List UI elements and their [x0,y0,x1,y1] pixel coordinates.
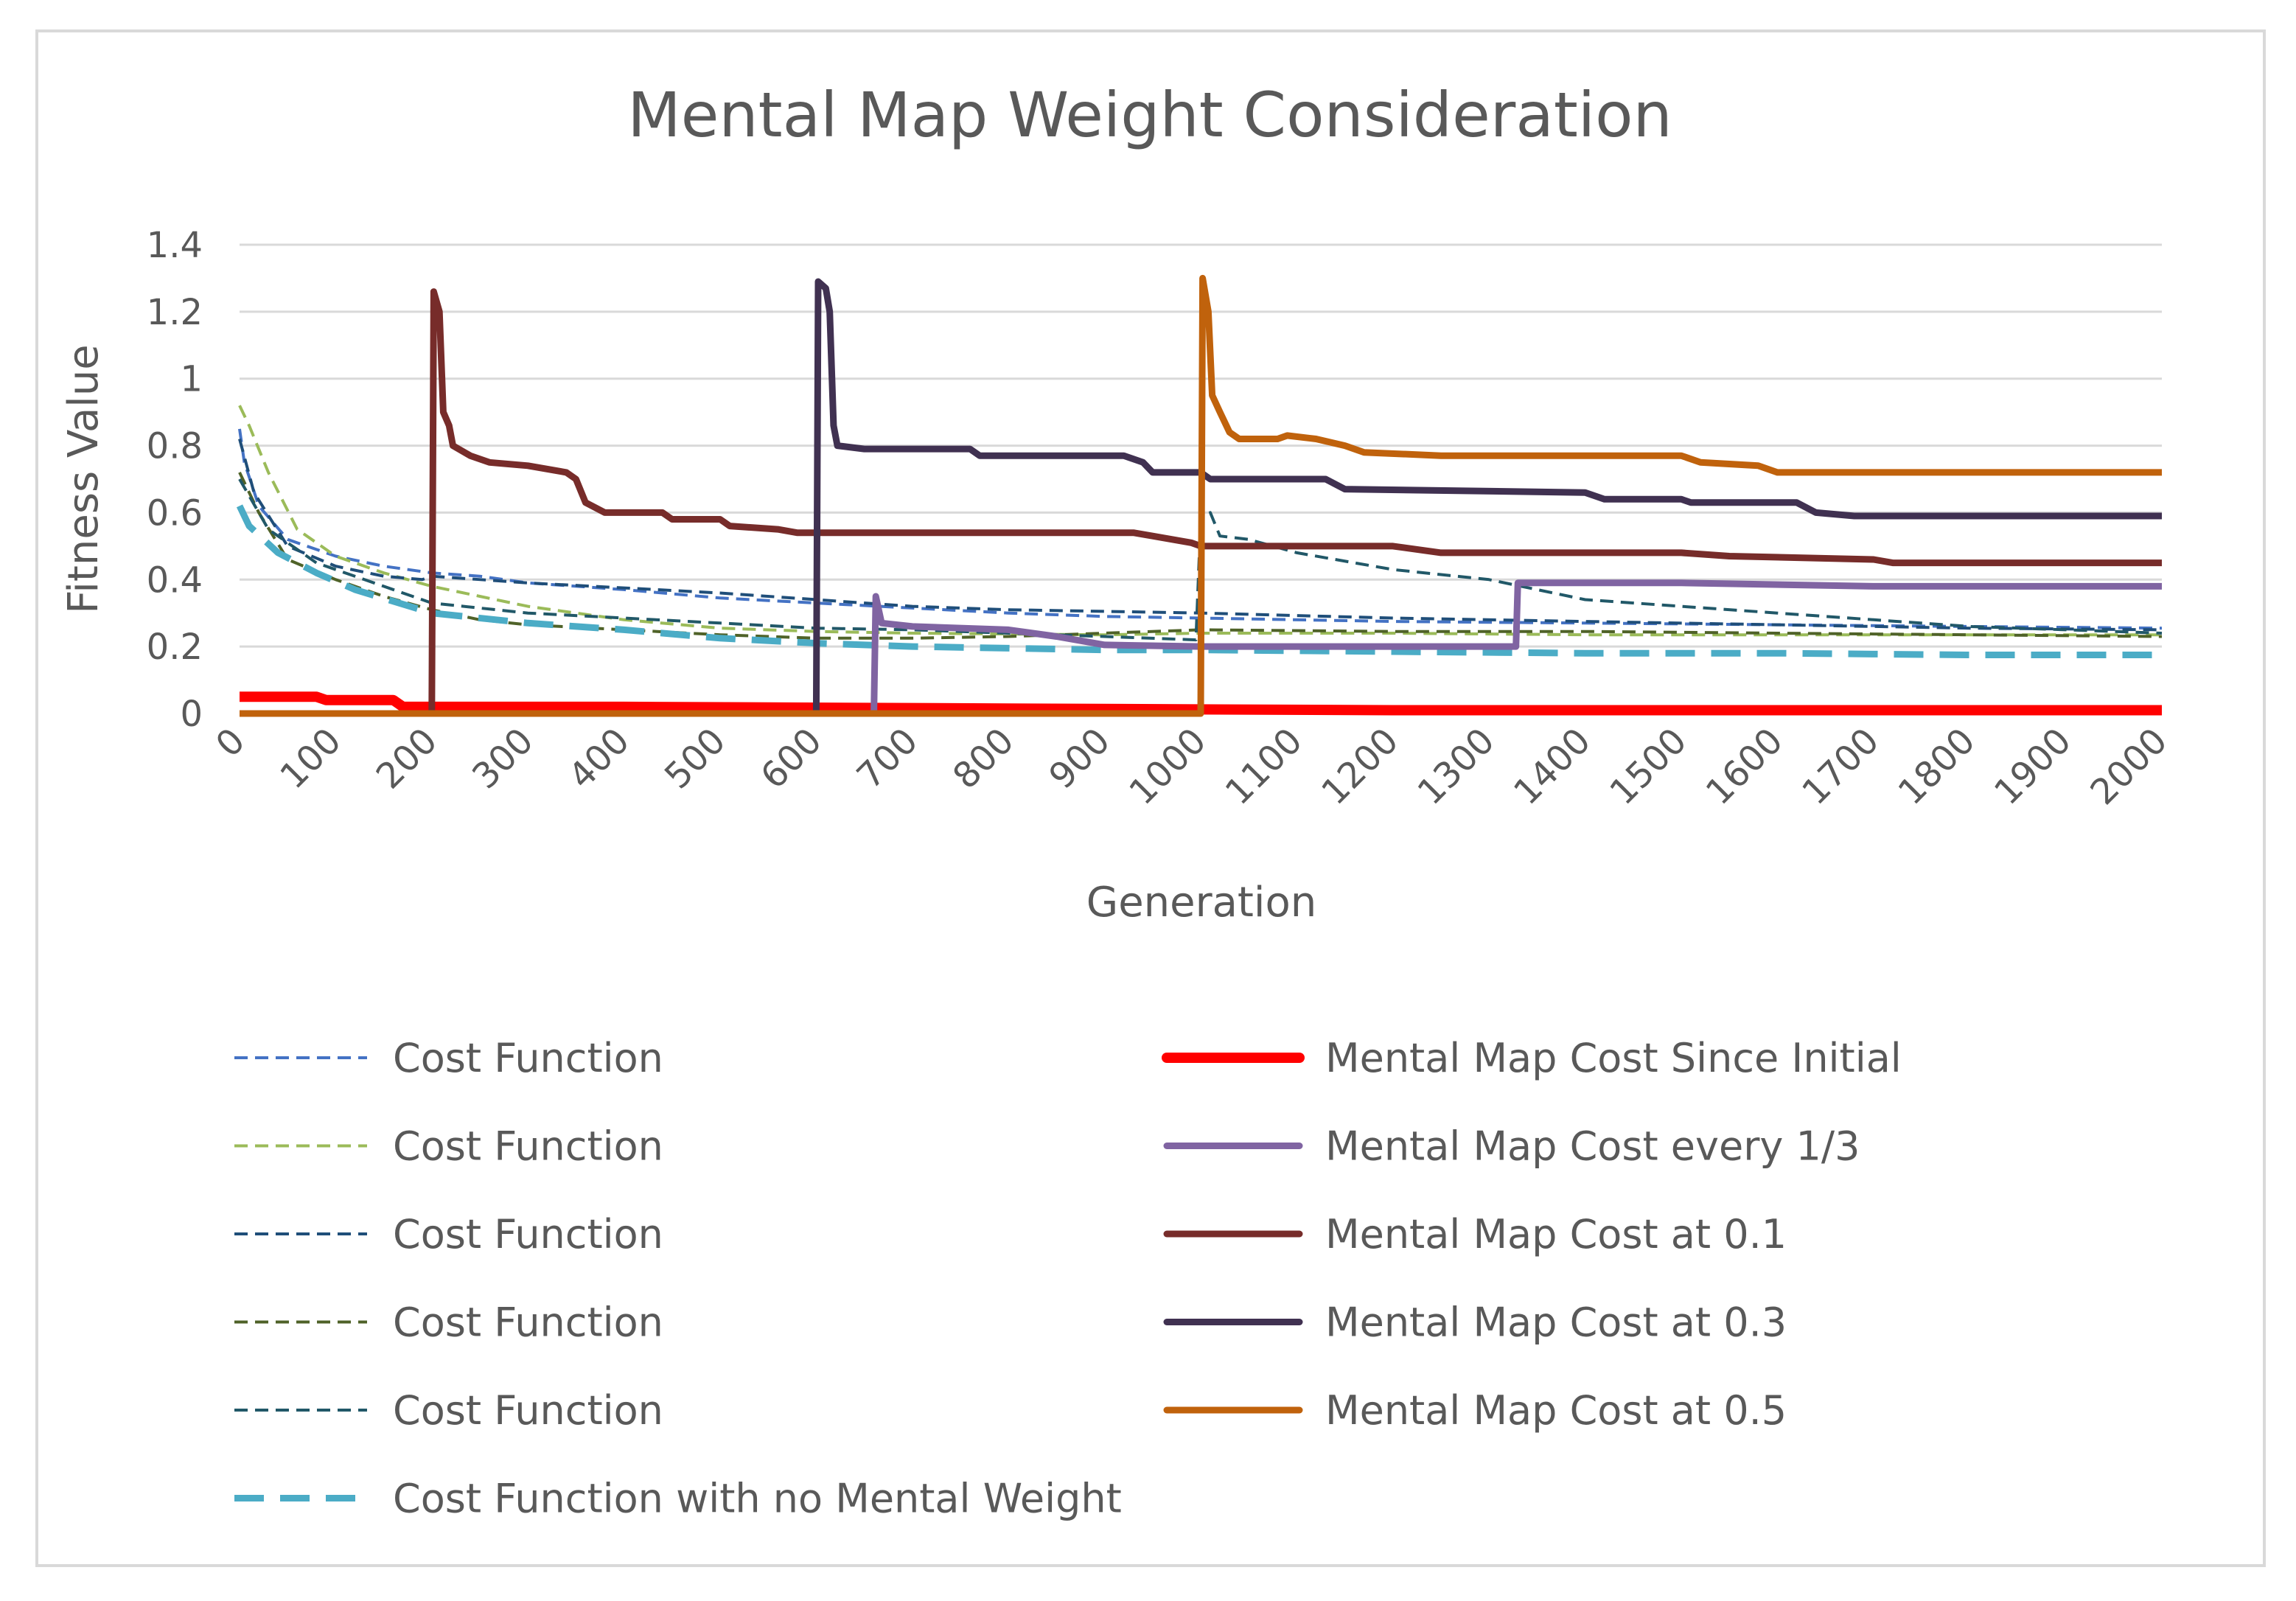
x-tick-label: 500 [657,720,733,797]
x-tick-label: 300 [464,720,541,797]
series-line-11 [240,274,2162,717]
x-tick-label: 1100 [1218,720,1311,813]
y-tick-label: 0.6 [147,492,203,534]
series-lines [236,274,2163,717]
legend-label: Cost Function [393,1035,663,1081]
x-tick-label: 0 [208,720,253,765]
legend-label: Cost Function [393,1300,663,1346]
legend-label: Mental Map Cost every 1/3 [1325,1123,1860,1170]
x-tick-label: 1700 [1794,720,1887,813]
x-tick-label: 1400 [1506,720,1599,813]
y-tick-label: 0 [180,694,203,735]
legend-label: Cost Function [393,1387,663,1434]
x-tick-label: 400 [561,720,638,797]
series-line-1 [238,428,2163,630]
legend-label: Mental Map Cost at 0.3 [1325,1300,1787,1346]
series-line-7 [240,691,2162,716]
legend-label: Mental Map Cost at 0.5 [1325,1387,1787,1434]
x-tick-label: 1000 [1121,720,1214,813]
x-tick-label: 600 [753,720,829,797]
x-axis-title: Generation [1086,879,1316,927]
y-tick-label: 1 [180,359,203,400]
legend: Cost Function Mental Map Cost Since Initi… [234,1035,1902,1522]
legend-label: Cost Function with no Mental Weight [393,1476,1122,1522]
series-line-8 [240,579,2162,717]
x-tick-label: 200 [369,720,445,797]
legend-label: Cost Function [393,1123,663,1170]
x-tick-label: 1300 [1410,720,1503,813]
legend-label: Cost Function [393,1211,663,1258]
x-tick-label: 700 [849,720,926,797]
y-tick-label: 1.4 [147,225,203,266]
x-tick-label: 2000 [2082,720,2175,813]
series-line-10 [240,278,2162,717]
x-axis-ticks: 0 100 200 300 400 500 600 700 800 900 1000 1100 1200… [208,720,2175,813]
y-tick-label: 0.8 [147,426,203,467]
y-tick-label: 0.2 [147,627,203,668]
x-tick-label: 100 [272,720,349,797]
x-tick-label: 1500 [1602,720,1695,813]
y-axis-ticks: 0 0.2 0.4 0.6 0.8 1 1.2 1.4 [147,225,203,735]
chart-title: Mental Map Weight Consideration [627,79,1672,151]
legend-label: Mental Map Cost at 0.1 [1325,1211,1787,1258]
series-line-2 [238,405,2162,637]
x-tick-label: 1900 [1986,720,2079,813]
x-tick-label: 1200 [1313,720,1406,813]
chart-frame [35,29,2266,1567]
y-tick-label: 0.4 [147,559,203,601]
y-tick-label: 1.2 [147,292,203,333]
y-axis-title: Fitness Value [60,344,108,614]
series-line-3 [238,438,2163,632]
x-tick-label: 800 [945,720,1022,797]
series-line-4 [238,472,2163,640]
series-line-9 [240,288,2162,717]
x-tick-label: 1600 [1698,720,1791,813]
x-tick-label: 1800 [1891,720,1983,813]
legend-label: Mental Map Cost Since Initial [1325,1035,1902,1081]
x-tick-label: 900 [1041,720,1118,797]
